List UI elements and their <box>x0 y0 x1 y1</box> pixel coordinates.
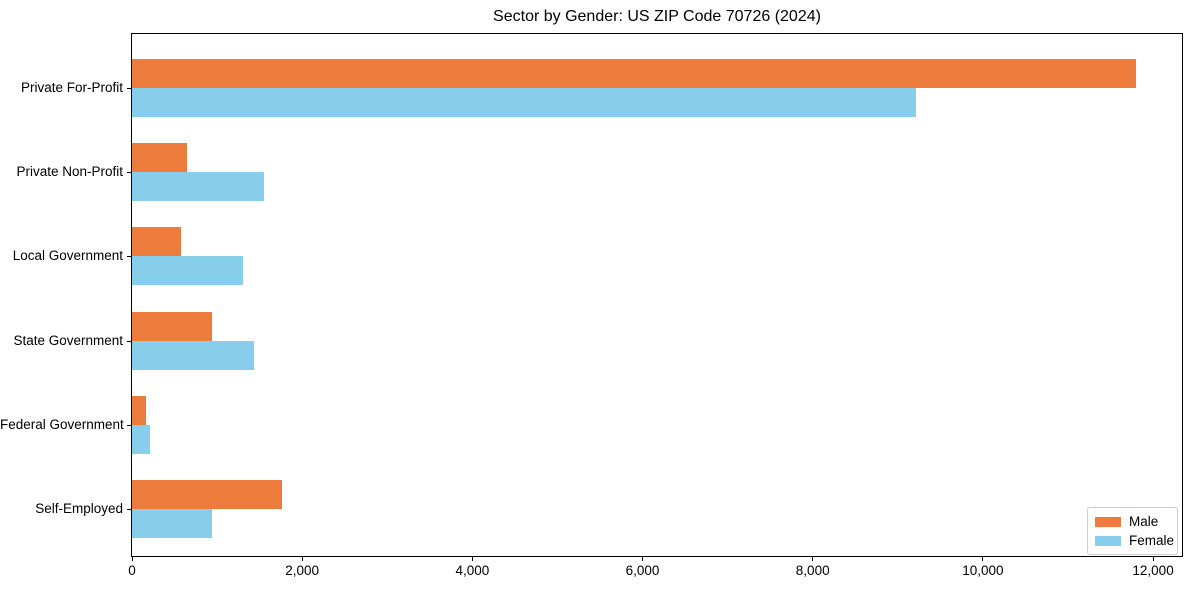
x-tick-12000 <box>1152 557 1154 561</box>
legend-entry-female: Female <box>1095 532 1174 549</box>
y-axis-category-label-state-government: State Government <box>13 332 123 348</box>
bar-female-state-government <box>132 340 254 370</box>
legend-entry-male: Male <box>1095 513 1170 530</box>
bar-male-self-employed <box>132 480 282 509</box>
bar-male-private-non-profit <box>132 143 187 173</box>
y-tick-private-non-profit <box>127 172 131 174</box>
bar-female-private-for-profit <box>132 88 916 117</box>
x-axis-tick-label-0: 0 <box>128 563 136 578</box>
chart-title: Sector by Gender: US ZIP Code 70726 (202… <box>493 8 821 25</box>
x-tick-4000 <box>471 557 473 561</box>
x-axis-tick-label-10000: 10,000 <box>962 563 1004 578</box>
bar-male-federal-government <box>132 395 146 425</box>
bar-male-state-government <box>132 311 212 341</box>
x-tick-0 <box>131 557 133 561</box>
plot-area <box>131 33 1183 557</box>
legend-label-female: Female <box>1129 533 1175 548</box>
y-axis-category-label-private-non-profit: Private Non-Profit <box>16 164 123 180</box>
y-tick-local-government <box>127 256 131 258</box>
bar-female-local-government <box>132 256 243 286</box>
x-axis-tick-label-12000: 12,000 <box>1132 563 1174 578</box>
x-axis-tick-label-4000: 4,000 <box>455 563 490 578</box>
bar-male-private-for-profit <box>132 59 1136 88</box>
y-axis-category-label-private-for-profit: Private For-Profit <box>20 80 123 95</box>
x-axis-tick-label-6000: 6,000 <box>625 563 660 578</box>
x-axis-tick-label-8000: 8,000 <box>795 563 830 578</box>
bar-female-self-employed <box>132 509 212 538</box>
bar-male-local-government <box>132 227 181 257</box>
x-axis-tick-label-2000: 2,000 <box>285 563 320 578</box>
y-axis-category-label-local-government: Local Government <box>12 248 123 264</box>
y-tick-state-government <box>127 340 131 342</box>
y-axis-category-label-self-employed: Self-Employed <box>35 501 123 516</box>
bar-female-private-non-profit <box>132 172 264 202</box>
x-tick-10000 <box>982 557 984 561</box>
y-tick-self-employed <box>127 509 131 510</box>
bar-female-federal-government <box>132 424 150 454</box>
legend-swatch-female-icon <box>1095 535 1121 546</box>
legend-swatch-male-icon <box>1095 516 1121 527</box>
y-tick-private-for-profit <box>127 88 131 89</box>
x-tick-6000 <box>642 557 644 561</box>
y-tick-federal-government <box>127 424 131 426</box>
legend: Male Female <box>1087 507 1178 555</box>
legend-label-male: Male <box>1129 514 1159 529</box>
x-tick-8000 <box>812 557 814 561</box>
y-axis-category-label-federal-government: Federal Government <box>0 416 124 432</box>
x-tick-2000 <box>301 557 303 561</box>
